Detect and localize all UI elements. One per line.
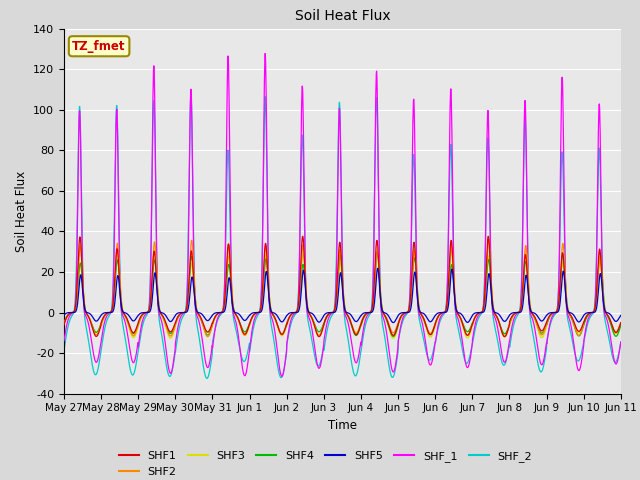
- SHF4: [371, 283, 378, 288]
- SHF5: [358, 311, 366, 317]
- Line: SHF_1: SHF_1: [64, 53, 621, 376]
- SHF_1: [568, 329, 576, 335]
- SHF2: [358, 316, 366, 322]
- SHF1: [359, 316, 367, 322]
- SHF2: [216, 310, 223, 316]
- SHF3: [166, 336, 174, 341]
- SHF5: [568, 311, 576, 316]
- SHF5: [584, 310, 591, 316]
- SHF_2: [359, 336, 367, 341]
- SHF4: [358, 318, 366, 324]
- SHF5: [505, 314, 513, 320]
- SHF3: [216, 310, 223, 316]
- Line: SHF2: SHF2: [64, 240, 621, 337]
- SHF_1: [216, 312, 223, 318]
- SHF_2: [568, 336, 576, 342]
- SHF2: [584, 312, 591, 318]
- SHF_1: [278, 373, 286, 379]
- Line: SHF5: SHF5: [64, 268, 621, 323]
- SHF2: [500, 334, 508, 340]
- Line: SHF3: SHF3: [64, 249, 621, 338]
- SHF_2: [203, 375, 211, 381]
- SHF5: [60, 312, 68, 318]
- SHF5: [374, 265, 381, 271]
- SHF_1: [261, 50, 269, 56]
- SHF4: [584, 313, 591, 319]
- SHF4: [505, 324, 513, 329]
- SHF_1: [584, 318, 591, 324]
- SHF_1: [371, 152, 379, 157]
- SHF3: [617, 321, 625, 327]
- SHF5: [371, 299, 378, 305]
- SHF1: [371, 268, 379, 274]
- SHF_1: [359, 329, 367, 335]
- SHF2: [617, 320, 625, 325]
- SHF2: [568, 316, 576, 322]
- SHF2: [485, 237, 493, 243]
- SHF3: [60, 321, 68, 326]
- Line: SHF4: SHF4: [64, 253, 621, 336]
- SHF_2: [584, 322, 591, 327]
- SHF5: [617, 312, 625, 318]
- SHF_1: [60, 338, 68, 344]
- SHF1: [505, 325, 513, 331]
- SHF4: [60, 321, 68, 326]
- SHF_2: [371, 156, 379, 162]
- SHF3: [568, 316, 576, 322]
- SHF1: [216, 310, 223, 316]
- SHF1: [60, 322, 68, 327]
- Line: SHF1: SHF1: [64, 236, 621, 336]
- SHF_2: [216, 313, 223, 319]
- SHF3: [371, 273, 379, 278]
- Line: SHF_2: SHF_2: [64, 94, 621, 378]
- SHF3: [359, 317, 367, 323]
- SHF_1: [505, 344, 513, 349]
- SHF4: [390, 334, 397, 339]
- SHF2: [505, 325, 513, 331]
- SHF2: [371, 286, 378, 292]
- SHF4: [568, 317, 576, 323]
- Y-axis label: Soil Heat Flux: Soil Heat Flux: [15, 170, 28, 252]
- SHF5: [390, 320, 397, 325]
- Legend: SHF1, SHF2, SHF3, SHF4, SHF5, SHF_1, SHF_2: SHF1, SHF2, SHF3, SHF4, SHF5, SHF_1, SHF…: [114, 446, 537, 480]
- SHF_2: [60, 348, 68, 353]
- SHF4: [617, 323, 625, 328]
- SHF3: [150, 246, 158, 252]
- X-axis label: Time: Time: [328, 419, 357, 432]
- Title: Soil Heat Flux: Soil Heat Flux: [294, 10, 390, 24]
- SHF1: [484, 233, 492, 239]
- Text: TZ_fmet: TZ_fmet: [72, 40, 126, 53]
- SHF4: [374, 250, 381, 256]
- SHF2: [60, 321, 68, 327]
- SHF1: [316, 334, 323, 339]
- SHF1: [568, 314, 576, 320]
- SHF_2: [187, 91, 195, 97]
- SHF5: [216, 310, 223, 315]
- SHF4: [216, 310, 223, 316]
- SHF_1: [617, 339, 625, 345]
- SHF3: [505, 325, 513, 331]
- SHF1: [584, 312, 591, 318]
- SHF3: [584, 312, 591, 318]
- SHF_2: [505, 347, 513, 352]
- SHF_2: [617, 340, 625, 346]
- SHF1: [617, 320, 625, 325]
